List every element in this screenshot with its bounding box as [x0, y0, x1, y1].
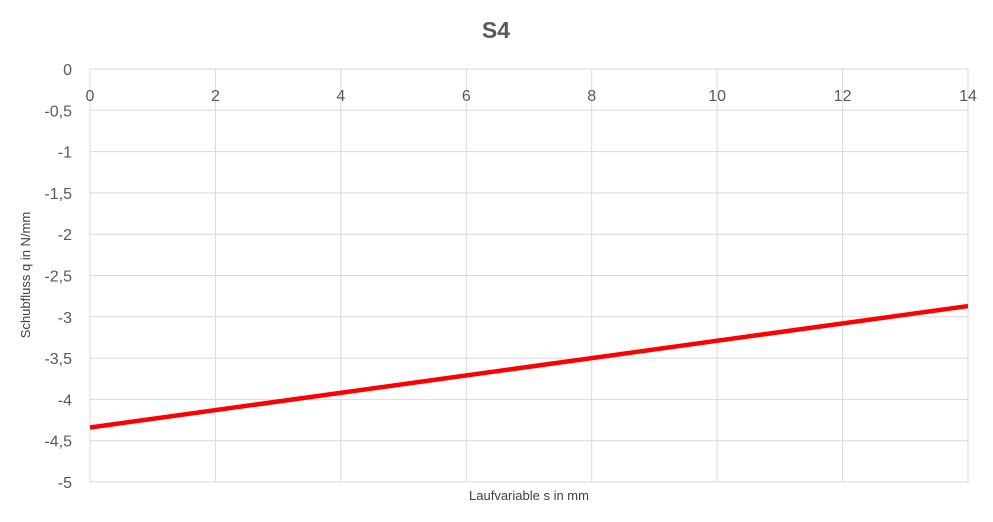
x-tick-label: 8	[587, 88, 596, 105]
y-tick-labels: 0 -0,5 -1 -1,5 -2 -2,5 -3 -3,5 -4 -4,5 -5	[44, 62, 72, 492]
y-tick-label: -2	[58, 227, 72, 244]
x-tick-label: 6	[462, 88, 471, 105]
x-tick-label: 2	[211, 88, 220, 105]
grid-lines	[89, 68, 969, 483]
y-tick-label: -1	[58, 145, 72, 162]
y-tick-label: -5	[58, 475, 72, 492]
y-tick-label: -4,5	[44, 434, 72, 451]
y-tick-label: -0,5	[44, 103, 72, 120]
x-tick-label: 10	[708, 88, 726, 105]
x-tick-label: 12	[834, 88, 852, 105]
plot-frame	[89, 68, 969, 483]
chart-title: S4	[482, 17, 510, 43]
series-layer	[89, 303, 969, 430]
y-tick-label: 0	[63, 62, 72, 79]
x-tick-labels: 0 2 4 6 8 10 12 14	[86, 88, 977, 105]
y-tick-label: -1,5	[44, 186, 72, 203]
y-tick-label: -2,5	[44, 269, 72, 286]
y-tick-label: -3	[58, 310, 72, 327]
x-axis-label: Laufvariable s in mm	[469, 488, 589, 503]
series-line	[89, 303, 969, 430]
x-tick-label: 0	[86, 88, 95, 105]
x-tick-label: 14	[959, 88, 977, 105]
x-tick-label: 4	[336, 88, 345, 105]
y-axis-label: Schubfluss q in N/mm	[18, 212, 33, 338]
y-tick-label: -3,5	[44, 351, 72, 368]
y-tick-label: -4	[58, 392, 72, 409]
